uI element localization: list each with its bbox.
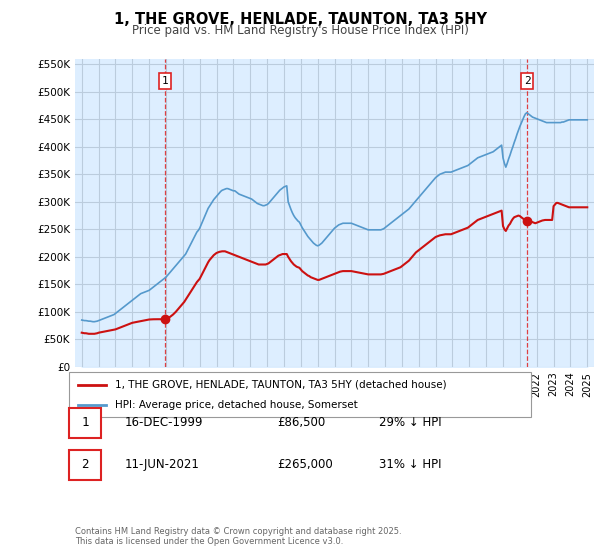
FancyBboxPatch shape xyxy=(69,450,101,480)
Text: 29% ↓ HPI: 29% ↓ HPI xyxy=(379,416,441,430)
Text: £86,500: £86,500 xyxy=(277,416,325,430)
Text: HPI: Average price, detached house, Somerset: HPI: Average price, detached house, Some… xyxy=(115,400,358,410)
Text: 31% ↓ HPI: 31% ↓ HPI xyxy=(379,458,441,472)
Text: 1: 1 xyxy=(82,416,89,430)
Text: 2: 2 xyxy=(524,76,530,86)
Text: 11-JUN-2021: 11-JUN-2021 xyxy=(124,458,199,472)
Text: 1, THE GROVE, HENLADE, TAUNTON, TA3 5HY (detached house): 1, THE GROVE, HENLADE, TAUNTON, TA3 5HY … xyxy=(115,380,447,390)
FancyBboxPatch shape xyxy=(69,408,101,438)
FancyBboxPatch shape xyxy=(69,372,531,417)
Text: 2: 2 xyxy=(82,458,89,472)
Text: £265,000: £265,000 xyxy=(277,458,332,472)
Text: 1: 1 xyxy=(162,76,169,86)
Text: 1, THE GROVE, HENLADE, TAUNTON, TA3 5HY: 1, THE GROVE, HENLADE, TAUNTON, TA3 5HY xyxy=(113,12,487,27)
Text: Price paid vs. HM Land Registry's House Price Index (HPI): Price paid vs. HM Land Registry's House … xyxy=(131,24,469,38)
Text: Contains HM Land Registry data © Crown copyright and database right 2025.
This d: Contains HM Land Registry data © Crown c… xyxy=(75,526,401,546)
Text: 16-DEC-1999: 16-DEC-1999 xyxy=(124,416,203,430)
